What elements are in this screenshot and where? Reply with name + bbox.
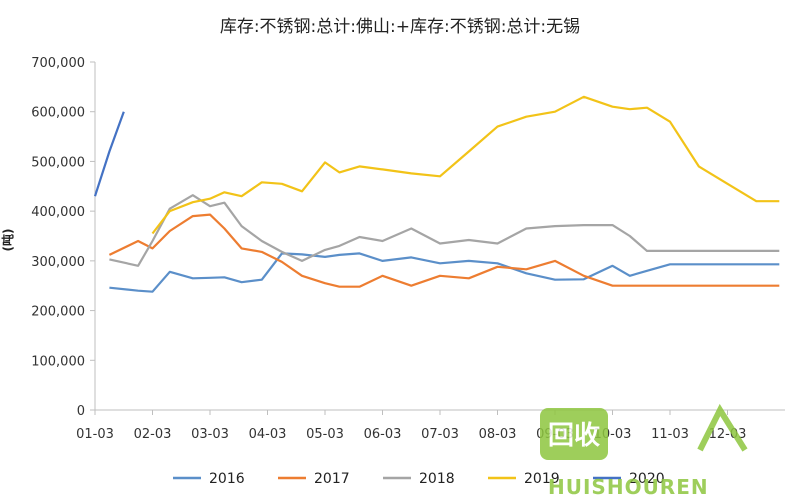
legend-label-2018: 2018 <box>419 471 455 487</box>
y-tick-label: 400,000 <box>31 205 85 220</box>
series-line-2020 <box>93 111 125 197</box>
x-tick-label: 03-03 <box>191 427 229 442</box>
watermark: 回收 HUISHOUREN <box>540 403 748 499</box>
x-tick-label: 07-03 <box>421 427 459 442</box>
y-tick-label: 700,000 <box>31 56 85 71</box>
series-line-2016 <box>109 252 780 293</box>
chart-title: 库存:不锈钢:总计:佛山:+库存:不锈钢:总计:无锡 <box>220 17 580 37</box>
series-line-2019 <box>151 95 780 235</box>
y-tick-label: 500,000 <box>31 155 85 170</box>
watermark-box <box>540 408 608 460</box>
legend-label-2017: 2017 <box>314 471 350 487</box>
x-tick-label: 02-03 <box>134 427 172 442</box>
watermark-arrow-icon <box>697 403 748 452</box>
y-tick-label: 300,000 <box>31 255 85 270</box>
y-ticks: 0 100,000 200,000 300,000 400,000 500,000 600,… <box>31 56 95 419</box>
series-line-2018 <box>109 194 780 267</box>
x-tick-label: 11-03 <box>651 427 689 442</box>
legend-label-2020: 2020 <box>629 471 665 487</box>
y-tick-label: 200,000 <box>31 305 85 320</box>
legend: 2016 2017 2018 2019 2020 <box>173 471 665 487</box>
y-tick-label: 0 <box>77 404 85 419</box>
x-tick-label: 08-03 <box>479 427 517 442</box>
y-tick-label: 100,000 <box>31 354 85 369</box>
x-tick-label: 05-03 <box>306 427 344 442</box>
x-tick-label: 04-03 <box>249 427 287 442</box>
series-lines <box>93 95 780 293</box>
legend-label-2019: 2019 <box>524 471 560 487</box>
series-line-2017 <box>108 213 780 288</box>
x-tick-label: 01-03 <box>76 427 114 442</box>
watermark-glyph: 回收 <box>548 421 600 451</box>
axes <box>94 62 785 411</box>
x-ticks: 01-03 02-03 03-03 04-03 05-03 06-03 07-03 08-03… <box>76 410 746 442</box>
legend-label-2016: 2016 <box>209 471 245 487</box>
y-tick-label: 600,000 <box>31 106 85 121</box>
x-tick-label: 06-03 <box>364 427 402 442</box>
watermark-text: HUISHOUREN <box>548 475 709 499</box>
y-axis-label: (吨) <box>0 229 15 252</box>
